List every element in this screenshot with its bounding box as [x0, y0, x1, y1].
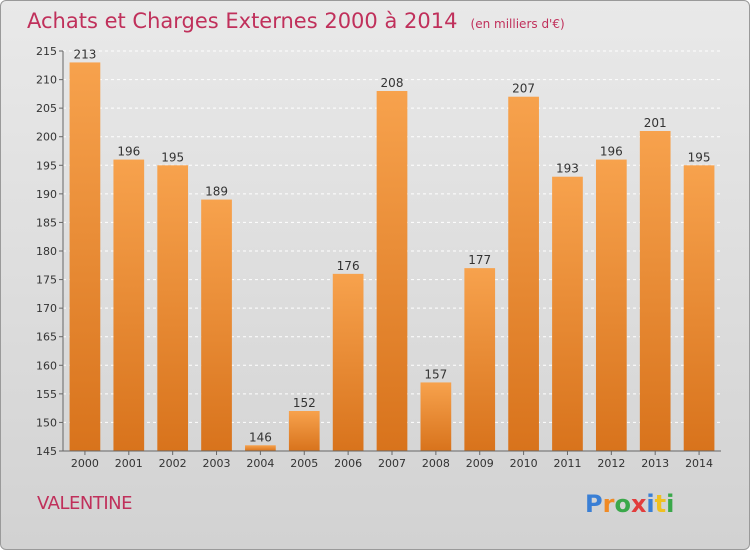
bar-2009 — [464, 268, 496, 451]
y-tick-label: 190 — [36, 188, 57, 201]
data-label: 207 — [512, 82, 535, 96]
data-label: 195 — [161, 150, 184, 164]
logo-letter: P — [585, 490, 603, 518]
data-label: 152 — [293, 396, 316, 410]
y-tick-label: 155 — [36, 388, 57, 401]
bar-2002 — [157, 165, 189, 452]
x-tick-label: 2010 — [510, 457, 538, 470]
bar-2014 — [683, 165, 715, 452]
x-tick-label: 2001 — [115, 457, 143, 470]
x-tick-label: 2013 — [641, 457, 669, 470]
labels-layer: 213 196 195 189 146 152 176 208 157 177 207 193 196 2… — [73, 47, 710, 444]
logo-letter: i — [666, 490, 675, 518]
x-tick-label: 2002 — [159, 457, 187, 470]
x-tick-label: 2009 — [466, 457, 494, 470]
data-label: 195 — [688, 150, 711, 164]
x-tick-label: 2006 — [334, 457, 362, 470]
x-tick-label: 2007 — [378, 457, 406, 470]
data-label: 146 — [249, 430, 272, 444]
data-label: 189 — [205, 185, 228, 199]
bar-2004 — [245, 445, 276, 451]
data-label: 177 — [468, 253, 491, 267]
y-tick-label: 215 — [36, 45, 57, 58]
y-tick-label: 185 — [36, 216, 57, 229]
y-tick-label: 170 — [36, 302, 57, 315]
title-unit: (en milliers d'€) — [470, 17, 565, 31]
bar-2008 — [420, 382, 452, 451]
bar-2001 — [113, 159, 145, 452]
data-label: 196 — [600, 145, 623, 159]
data-label: 193 — [556, 162, 579, 176]
x-tick-label: 2014 — [685, 457, 713, 470]
y-tick-label: 160 — [36, 359, 57, 372]
data-label: 201 — [644, 116, 667, 130]
proxiti-logo: Proxiti — [585, 490, 674, 518]
data-label: 176 — [337, 259, 360, 273]
bar-2006 — [332, 273, 364, 451]
y-tick-label: 175 — [36, 274, 57, 287]
bar-2010 — [508, 96, 539, 451]
x-tick-label: 2004 — [246, 457, 274, 470]
bar-2011 — [552, 176, 583, 451]
data-label: 208 — [381, 76, 404, 90]
chart-title: Achats et Charges Externes 2000 à 2014 (… — [27, 9, 565, 33]
title-main: Achats et Charges Externes 2000 à 2014 — [27, 9, 458, 33]
y-tick-label: 205 — [36, 102, 57, 115]
x-tick-label: 2011 — [553, 457, 581, 470]
y-tick-label: 165 — [36, 331, 57, 344]
x-tick-label: 2012 — [597, 457, 625, 470]
y-tick-label: 200 — [36, 131, 57, 144]
x-tick-label: 2008 — [422, 457, 450, 470]
bar-2007 — [376, 91, 408, 451]
data-label: 213 — [73, 47, 96, 61]
logo-letter: t — [654, 490, 667, 518]
data-label: 157 — [424, 367, 447, 381]
logo-letter: i — [646, 490, 655, 518]
y-tick-label: 210 — [36, 74, 57, 87]
bar-2012 — [595, 159, 627, 452]
x-tick-label: 2000 — [71, 457, 99, 470]
bar-2000 — [69, 62, 101, 452]
bar-2013 — [639, 131, 671, 451]
x-tick-label: 2003 — [203, 457, 231, 470]
y-tick-label: 195 — [36, 159, 57, 172]
axis-layer: 145 150 155 160 165 170 175 180 185 190 195 200 205 2… — [36, 45, 721, 470]
x-tick-label: 2005 — [290, 457, 318, 470]
commune-name: VALENTINE — [37, 493, 132, 514]
y-tick-label: 145 — [36, 445, 57, 458]
logo-letter: r — [602, 490, 615, 518]
bars-layer — [69, 62, 715, 452]
y-tick-label: 150 — [36, 416, 57, 429]
data-label: 196 — [117, 145, 140, 159]
logo-letter: o — [614, 490, 631, 518]
logo-letter: x — [630, 490, 647, 518]
y-tick-label: 180 — [36, 245, 57, 258]
bar-2005 — [288, 411, 320, 451]
bar-2003 — [201, 199, 232, 451]
